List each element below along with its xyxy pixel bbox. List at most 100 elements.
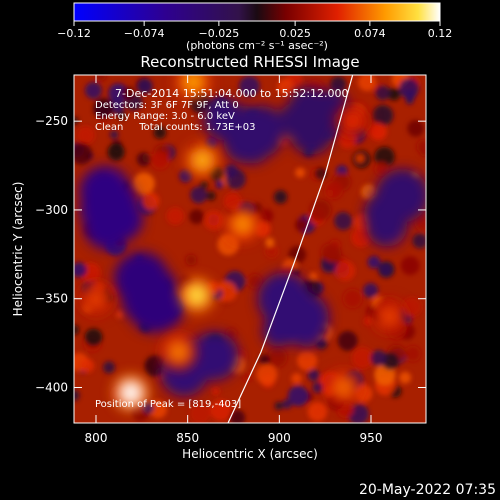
plot-frame <box>73 74 427 424</box>
x-tick-label: 950 <box>360 431 383 445</box>
annotation-detectors: Detectors: 3F 6F 7F 9F, Att 0 <box>95 100 239 111</box>
annotation-total-counts: Clean Total counts: 1.73E+03 <box>95 122 255 133</box>
texture-blob <box>149 400 168 419</box>
cold-region-blob <box>289 86 329 126</box>
texture-blob <box>109 130 119 140</box>
texture-blob <box>189 209 204 225</box>
texture-blob <box>115 310 125 319</box>
annotation-time-range: 7-Dec-2014 15:51:04.000 to 15:52:12.000 <box>115 87 349 100</box>
y-axis-label: Heliocentric Y (arcsec) <box>11 182 25 317</box>
cold-region-blob <box>89 179 138 229</box>
texture-blob <box>351 227 372 248</box>
chart-title: Reconstructed RHESSI Image <box>140 53 359 71</box>
texture-blob <box>238 75 260 97</box>
texture-blob <box>74 389 80 401</box>
texture-blob <box>282 399 292 410</box>
texture-blob <box>84 328 103 347</box>
texture-blob <box>274 401 283 411</box>
texture-blob <box>142 402 155 414</box>
y-tick-label: −400 <box>35 380 68 394</box>
colorbar-tick-label: 0.025 <box>279 27 311 40</box>
texture-blob <box>404 345 421 362</box>
texture-blob <box>204 210 224 230</box>
texture-blob <box>102 361 116 374</box>
x-axis-ticks: 800 850 900 950 <box>85 75 383 445</box>
texture-blob <box>259 354 271 366</box>
texture-blob <box>265 237 275 247</box>
x-axis-label: Heliocentric X (arcsec) <box>182 447 318 461</box>
y-tick-label: −250 <box>35 114 68 128</box>
hot-spot-core <box>193 151 212 170</box>
heatmap-cold-regions <box>79 86 426 397</box>
texture-blob <box>153 126 167 139</box>
texture-blob <box>334 211 353 231</box>
colorbar <box>73 2 441 22</box>
texture-blob <box>74 142 93 165</box>
texture-blob <box>95 75 107 82</box>
texture-blob <box>407 119 425 137</box>
hot-spot-core <box>87 289 105 308</box>
texture-blob <box>150 151 170 170</box>
colorbar-ticks: −0.12 −0.074 −0.025 0.025 0.074 0.12 <box>57 21 452 40</box>
texture-blob <box>402 296 422 317</box>
texture-blob <box>307 402 328 422</box>
texture-blob <box>367 255 381 269</box>
texture-blob <box>375 85 391 101</box>
texture-blob <box>372 104 394 126</box>
plot-area <box>74 75 426 423</box>
x-tick-label: 850 <box>176 431 199 445</box>
texture-blob <box>166 207 184 225</box>
texture-blob <box>259 208 274 223</box>
texture-blob <box>137 78 153 94</box>
texture-blob <box>229 409 246 423</box>
texture-blob <box>265 244 279 258</box>
texture-blob <box>412 233 426 249</box>
annotation-block: 7-Dec-2014 15:51:04.000 to 15:52:12.000 … <box>95 87 349 410</box>
texture-blob <box>108 83 129 104</box>
hot-spot-core <box>343 112 362 131</box>
texture-blob <box>210 399 232 421</box>
cold-region-blob <box>128 280 181 333</box>
texture-blob <box>179 169 193 183</box>
texture-blob <box>256 364 278 385</box>
texture-blob <box>277 78 295 96</box>
footer-date: 20-May-2022 07:35 <box>359 482 496 498</box>
solar-limb-curve <box>227 75 354 423</box>
texture-blob <box>351 347 374 369</box>
texture-blob <box>200 180 209 189</box>
texture-blob <box>399 371 412 384</box>
texture-blob <box>363 282 379 298</box>
texture-blob <box>287 385 309 407</box>
texture-blob <box>324 180 343 200</box>
texture-blob <box>273 190 288 204</box>
texture-blob <box>93 98 115 120</box>
texture-blob <box>74 324 80 336</box>
texture-blob <box>308 272 318 281</box>
texture-blob <box>400 256 420 276</box>
texture-blob <box>307 369 320 382</box>
texture-blob <box>74 262 87 278</box>
texture-blob <box>320 243 339 262</box>
colorbar-tick-label: 0.074 <box>354 27 386 40</box>
heatmap-hot-regions <box>78 75 408 411</box>
texture-blob <box>361 184 377 200</box>
cold-region-blob <box>383 195 413 225</box>
texture-blob <box>132 172 155 195</box>
texture-blob <box>363 317 373 326</box>
hot-spot-core <box>121 383 140 402</box>
hot-spot-core <box>380 307 399 326</box>
texture-blob <box>369 123 387 141</box>
texture-blob <box>206 190 216 201</box>
texture-blob <box>297 350 318 371</box>
cold-region-blob <box>262 314 295 347</box>
colorbar-tick-label: −0.074 <box>124 27 165 40</box>
texture-blob <box>342 288 363 309</box>
texture-blob <box>370 350 387 367</box>
texture-blob <box>224 164 238 178</box>
colorbar-units-label: (photons cm⁻² s⁻¹ asec⁻²) <box>186 39 328 52</box>
x-tick-label: 900 <box>268 431 291 445</box>
texture-blob <box>117 111 126 121</box>
hot-spot-core <box>334 378 353 397</box>
cold-region-blob <box>224 105 262 143</box>
